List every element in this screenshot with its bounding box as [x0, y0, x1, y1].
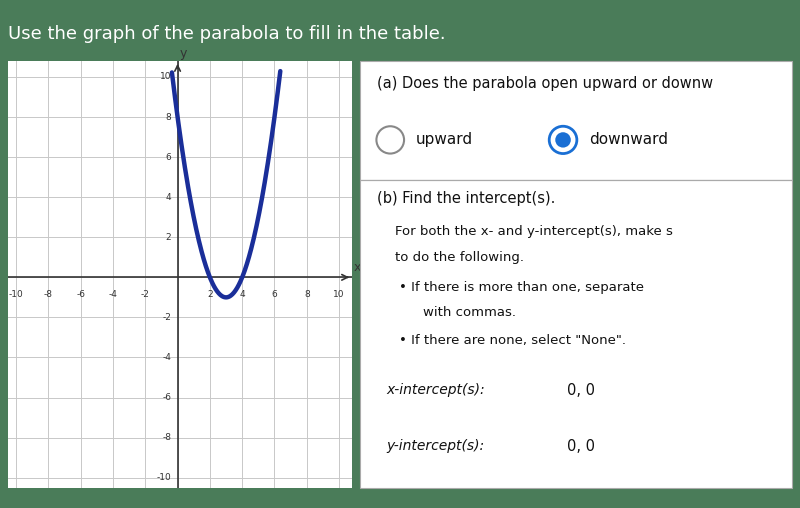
Text: 6: 6: [272, 291, 278, 299]
Text: -10: -10: [9, 291, 23, 299]
Text: Use the graph of the parabola to fill in the table.: Use the graph of the parabola to fill in…: [8, 24, 446, 43]
Text: 8: 8: [304, 291, 310, 299]
Circle shape: [555, 132, 571, 148]
Bar: [360, 180, 792, 488]
Text: 2: 2: [207, 291, 213, 299]
Text: -4: -4: [109, 291, 118, 299]
Text: -8: -8: [44, 291, 53, 299]
Bar: [360, 61, 792, 180]
Text: 10: 10: [334, 291, 345, 299]
Text: 4: 4: [166, 193, 171, 202]
Text: to do the following.: to do the following.: [394, 251, 523, 264]
Text: 0, 0: 0, 0: [567, 383, 595, 398]
Text: • If there are none, select "None".: • If there are none, select "None".: [399, 334, 626, 347]
Text: -6: -6: [76, 291, 85, 299]
Text: with commas.: with commas.: [422, 306, 516, 320]
Text: 10: 10: [160, 73, 171, 81]
Text: y-intercept(s):: y-intercept(s):: [386, 438, 484, 453]
Text: y: y: [179, 47, 187, 60]
Text: -6: -6: [162, 393, 171, 402]
Circle shape: [550, 126, 577, 153]
Text: For both the x- and y-intercept(s), make s: For both the x- and y-intercept(s), make…: [394, 225, 673, 238]
Text: 8: 8: [166, 113, 171, 121]
Text: 4: 4: [239, 291, 245, 299]
Text: 6: 6: [166, 152, 171, 162]
Text: 0, 0: 0, 0: [567, 438, 595, 454]
Text: -2: -2: [141, 291, 150, 299]
Text: downward: downward: [589, 133, 668, 147]
Text: -10: -10: [156, 473, 171, 482]
Text: 2: 2: [166, 233, 171, 242]
Text: -4: -4: [162, 353, 171, 362]
Text: x: x: [353, 261, 361, 274]
Text: x-intercept(s):: x-intercept(s):: [386, 383, 485, 397]
Text: • If there is more than one, separate: • If there is more than one, separate: [399, 281, 644, 294]
Text: (a) Does the parabola open upward or downw: (a) Does the parabola open upward or dow…: [378, 76, 714, 91]
Text: -8: -8: [162, 433, 171, 442]
Circle shape: [377, 126, 404, 153]
Text: upward: upward: [416, 133, 474, 147]
Text: -2: -2: [162, 313, 171, 322]
Text: (b) Find the intercept(s).: (b) Find the intercept(s).: [378, 191, 556, 206]
